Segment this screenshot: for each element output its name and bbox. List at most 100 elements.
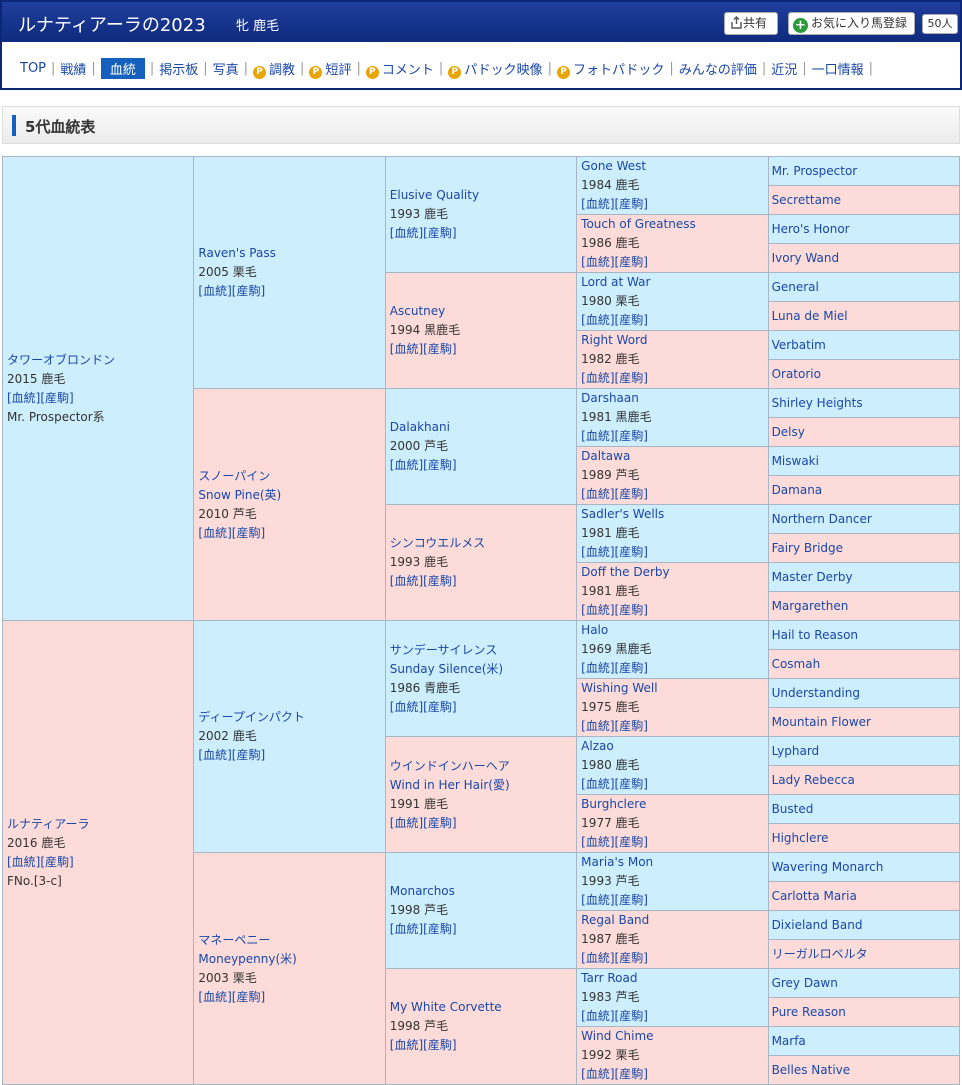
horse-name-link[interactable]: Busted [771,802,814,816]
produce-link[interactable]: [産駒] [614,719,648,733]
pedigree-link[interactable]: [血統] [581,313,615,327]
horse-name-link[interactable]: Raven's Pass [198,246,276,260]
horse-name-link[interactable]: Grey Dawn [771,976,838,990]
produce-link[interactable]: [産駒] [231,989,266,1004]
horse-alt-name-link[interactable]: Moneypenny(米) [198,951,297,966]
horse-name-link[interactable]: Gone West [581,159,647,173]
horse-alt-name-link[interactable]: Sunday Silence(米) [389,661,504,676]
produce-link[interactable]: [産駒] [614,951,648,965]
horse-name-link[interactable]: Wavering Monarch [771,860,884,874]
horse-name-link[interactable]: サンデーサイレンス [389,642,498,657]
horse-name-link[interactable]: Doff the Derby [581,565,670,579]
horse-name-link[interactable]: Shirley Heights [771,396,863,410]
horse-name-link[interactable]: Margarethen [771,599,849,613]
produce-link[interactable]: [産駒] [614,487,648,501]
horse-name-link[interactable]: Regal Band [581,913,650,927]
pedigree-link[interactable]: [血統] [581,719,615,733]
horse-name-link[interactable]: Hail to Reason [771,628,859,642]
produce-link[interactable]: [産駒] [614,1067,648,1081]
nav-tab-11[interactable]: 近況 [767,59,801,78]
produce-link[interactable]: [産駒] [614,255,648,269]
produce-link[interactable]: [産駒] [423,342,457,356]
horse-name-link[interactable]: General [771,280,819,294]
horse-name-link[interactable]: シンコウエルメス [389,536,486,550]
pedigree-link[interactable]: [血統] [581,487,615,501]
horse-name-link[interactable]: Pure Reason [771,1005,846,1019]
produce-link[interactable]: [産駒] [423,815,457,830]
nav-tab-1[interactable]: 戦績 [56,59,90,78]
horse-alt-name-link[interactable]: Snow Pine(英) [198,487,282,502]
horse-name-link[interactable]: Luna de Miel [771,309,848,323]
pedigree-link[interactable]: [血統] [389,699,424,714]
share-button[interactable]: 共有 [724,12,778,35]
horse-name-link[interactable]: Elusive Quality [389,188,480,202]
horse-name-link[interactable]: My White Corvette [389,1000,502,1014]
pedigree-link[interactable]: [血統] [198,989,232,1004]
pedigree-link[interactable]: [血統] [198,748,232,762]
nav-tab-2[interactable]: 血統 [100,58,145,79]
horse-name-link[interactable]: Northern Dancer [771,512,872,526]
pedigree-link[interactable]: [血統] [581,893,615,907]
pedigree-link[interactable]: [血統] [581,429,615,443]
horse-name-link[interactable]: Lyphard [771,744,820,758]
produce-link[interactable]: [産駒] [614,603,648,617]
horse-name-link[interactable]: Delsy [771,425,805,439]
horse-name-link[interactable]: Marfa [771,1034,806,1048]
nav-tab-10[interactable]: みんなの評価 [675,59,761,78]
produce-link[interactable]: [産駒] [231,748,266,762]
horse-name-link[interactable]: Wishing Well [581,681,658,695]
horse-name-link[interactable]: ウインドインハーヘア [389,758,510,773]
horse-name-link[interactable]: Fairy Bridge [771,541,844,555]
pedigree-link[interactable]: [血統] [389,226,424,240]
horse-name-link[interactable]: Lady Rebecca [771,773,855,787]
horse-name-link[interactable]: Cosmah [771,657,821,671]
horse-name-link[interactable]: Carlotta Maria [771,889,857,903]
horse-name-link[interactable]: ルナティアーラ [7,816,90,831]
nav-tab-0[interactable]: TOP [20,61,50,76]
horse-name-link[interactable]: Verbatim [771,338,826,352]
pedigree-link[interactable]: [血統] [581,603,615,617]
pedigree-link[interactable]: [血統] [389,342,424,356]
nav-tab-4[interactable]: 写真 [209,59,243,78]
horse-name-link[interactable]: Mr. Prospector [771,164,858,178]
horse-name-link[interactable]: Wind Chime [581,1029,654,1043]
horse-name-link[interactable]: Maria's Mon [581,855,654,869]
nav-tab-8[interactable]: P パドック映像 [444,59,546,79]
produce-link[interactable]: [産駒] [423,226,457,240]
horse-name-link[interactable]: Right Word [581,333,648,347]
pedigree-link[interactable]: [血統] [581,835,615,849]
horse-name-link[interactable]: Hero's Honor [771,222,850,236]
pedigree-link[interactable]: [血統] [389,922,424,936]
pedigree-link[interactable]: [血統] [581,1067,615,1081]
add-favorite-button[interactable]: + お気に入り馬登録 [788,12,915,35]
horse-name-link[interactable]: Master Derby [771,570,853,584]
produce-link[interactable]: [産駒] [614,835,648,849]
horse-name-link[interactable]: Halo [581,623,609,637]
pedigree-link[interactable]: [血統] [581,661,615,675]
horse-name-link[interactable]: Alzao [581,739,614,753]
produce-link[interactable]: [産駒] [423,458,457,472]
pedigree-link[interactable]: [血統] [198,525,232,540]
produce-link[interactable]: [産駒] [614,661,648,675]
horse-name-link[interactable]: ディープインパクト [198,710,305,724]
horse-name-link[interactable]: Dixieland Band [771,918,863,932]
pedigree-link[interactable]: [血統] [581,197,615,211]
nav-tab-9[interactable]: P フォトパドック [553,59,668,79]
produce-link[interactable]: [産駒] [423,574,457,588]
pedigree-link[interactable]: [血統] [581,371,615,385]
horse-name-link[interactable]: マネーペニー [198,932,271,947]
horse-name-link[interactable]: Oratorio [771,367,821,381]
produce-link[interactable]: [産駒] [614,313,648,327]
nav-tab-7[interactable]: P コメント [362,59,438,79]
horse-name-link[interactable]: Daltawa [581,449,631,463]
horse-name-link[interactable]: Burghclere [581,797,647,811]
produce-link[interactable]: [産駒] [423,699,457,714]
produce-link[interactable]: [産駒] [614,1009,648,1023]
produce-link[interactable]: [産駒] [40,390,74,405]
produce-link[interactable]: [産駒] [614,777,648,791]
pedigree-link[interactable]: [血統] [389,815,424,830]
horse-name-link[interactable]: Secrettame [771,193,842,207]
horse-name-link[interactable]: Monarchos [389,884,455,898]
nav-tab-3[interactable]: 掲示板 [155,59,202,78]
horse-name-link[interactable]: Sadler's Wells [581,507,665,521]
